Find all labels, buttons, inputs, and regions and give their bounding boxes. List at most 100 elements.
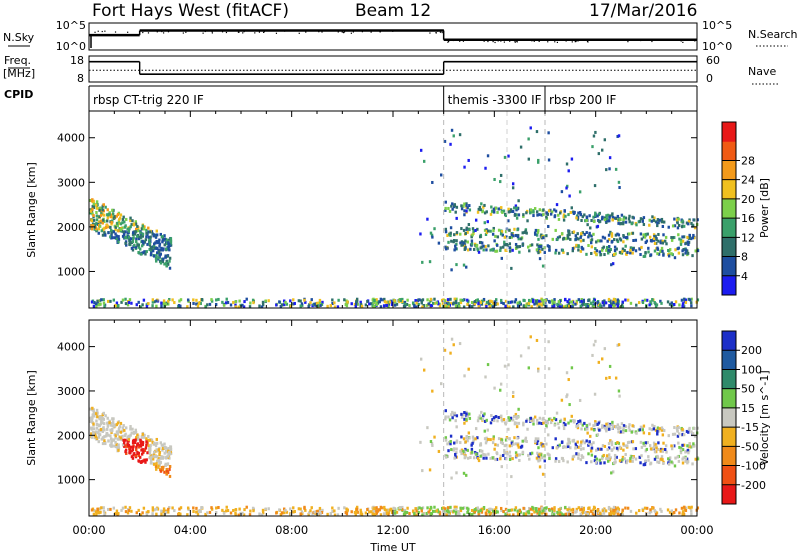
power-cell <box>541 264 545 268</box>
velocity-cell <box>582 508 586 512</box>
power-cell <box>605 217 609 221</box>
velocity-cell <box>106 421 109 425</box>
power-cell <box>419 232 422 236</box>
velocity-cell <box>117 428 121 432</box>
velocity-cell <box>355 507 359 511</box>
velocity-cell <box>593 459 597 463</box>
velocity-cell <box>575 424 578 428</box>
velocity-cell <box>696 506 700 510</box>
velocity-cell <box>661 458 664 462</box>
power-cell <box>462 241 465 245</box>
power-cell <box>94 203 98 207</box>
power-cell <box>659 241 662 245</box>
velocity-cell <box>611 424 615 428</box>
velocity-cell <box>511 390 515 394</box>
velocity-cell <box>559 511 562 515</box>
power-cell <box>616 298 620 302</box>
power-cell <box>485 229 489 233</box>
power-cell <box>128 240 132 244</box>
velocity-cell <box>576 424 580 428</box>
velocity-cell <box>242 513 246 517</box>
power-cell <box>668 248 672 252</box>
power-cell <box>494 249 497 253</box>
velocity-cell <box>450 509 453 513</box>
velocity-cell <box>522 512 526 516</box>
power-cell <box>621 305 625 309</box>
power-cell <box>433 227 436 231</box>
velocity-cell <box>643 506 647 510</box>
velocity-cell <box>499 457 502 461</box>
velocity-cell <box>660 426 664 430</box>
power-cell <box>621 249 624 253</box>
velocity-cell <box>495 457 499 461</box>
power-cell <box>628 232 631 236</box>
nsearch-dot <box>593 39 595 41</box>
velocity-cell <box>390 511 394 515</box>
velocity-cell <box>503 444 507 448</box>
velocity-cell <box>642 441 645 445</box>
power-cell <box>535 130 539 134</box>
power-cell <box>577 248 580 252</box>
velocity-cell <box>687 505 691 509</box>
velocity-cell <box>592 441 595 445</box>
velocity-cell <box>134 438 137 442</box>
velocity-cell <box>553 508 556 512</box>
power-cell <box>168 256 172 260</box>
velocity-cell <box>656 432 659 436</box>
power-cell <box>538 208 542 212</box>
velocity-cell <box>681 443 684 447</box>
velocity-cell <box>333 513 337 517</box>
power-cell <box>483 228 487 232</box>
power-cell <box>140 244 144 248</box>
power-cell <box>92 206 96 210</box>
velocity-cell <box>509 416 513 420</box>
freq-strip: Freq. [MHz] 18 8 60 0 Nave <box>3 54 778 85</box>
velocity-cell <box>136 452 139 456</box>
nsearch-dot <box>156 31 158 33</box>
velocity-cell <box>556 446 559 450</box>
velocity-cell <box>95 436 99 440</box>
power-cell <box>450 128 454 132</box>
power-cell <box>150 251 153 255</box>
velocity-cell <box>426 426 429 430</box>
velocity-cell <box>199 510 202 514</box>
velocity-cell <box>673 432 677 436</box>
velocity-cell <box>511 418 515 422</box>
velocity-cell <box>496 443 500 447</box>
velocity-cell <box>521 451 525 455</box>
power-cell <box>449 226 453 230</box>
velocity-cell <box>608 364 612 368</box>
power-cell <box>673 302 676 306</box>
power-cell <box>630 222 633 226</box>
power-cell <box>671 224 675 228</box>
power-cell <box>579 235 582 239</box>
power-cell <box>511 248 514 252</box>
power-cell <box>136 234 139 238</box>
velocity-cell <box>673 464 677 468</box>
power-cell <box>154 235 158 239</box>
velocity-cell <box>179 512 182 516</box>
velocity-cell <box>419 357 423 361</box>
power-cell <box>579 249 583 253</box>
velocity-cell <box>458 342 462 346</box>
velocity-cell <box>371 512 374 516</box>
nsearch-dot <box>350 32 352 34</box>
power-cell <box>432 301 435 305</box>
power-cell <box>553 208 556 212</box>
power-cell <box>112 298 116 302</box>
power-cell <box>91 198 94 202</box>
velocity-panel-bg <box>89 320 697 516</box>
velocity-cell <box>485 512 488 516</box>
nsearch-dot <box>656 38 658 41</box>
velocity-cell <box>210 507 214 511</box>
velocity-cell <box>123 434 127 438</box>
velocity-cell <box>163 451 166 455</box>
power-cell <box>129 237 133 241</box>
velocity-cell <box>329 512 333 516</box>
power-cell <box>554 228 557 232</box>
power-cell <box>603 216 607 220</box>
nsearch-dot <box>531 40 533 42</box>
velocity-cell <box>566 445 570 449</box>
colorbar-block <box>722 331 736 351</box>
velocity-cell <box>121 506 125 510</box>
